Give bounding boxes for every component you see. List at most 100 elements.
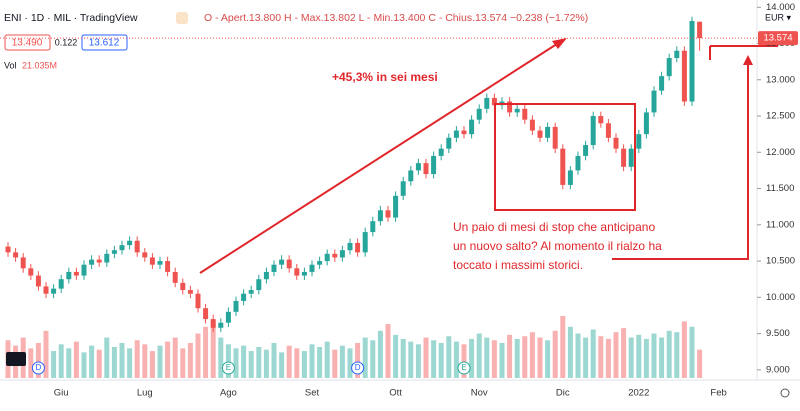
volume-bar	[339, 345, 345, 378]
candle-body	[529, 119, 535, 131]
candle-body	[58, 279, 64, 289]
candle-body	[317, 261, 323, 265]
candle-body	[96, 259, 102, 263]
volume-bar	[35, 342, 41, 378]
candle-body	[567, 170, 573, 185]
settings-icon[interactable]	[780, 388, 790, 398]
volume-bar	[172, 337, 178, 378]
candle-body	[339, 250, 345, 258]
volume-bar	[370, 340, 376, 378]
volume-bar	[256, 347, 262, 378]
volume-bar	[522, 336, 528, 378]
volume-bar	[674, 332, 680, 378]
bid-box	[4, 34, 51, 51]
event-label: E	[461, 363, 466, 372]
volume-bar	[560, 316, 566, 378]
candle-body	[263, 271, 269, 280]
candle-body	[583, 145, 589, 156]
volume-bar	[491, 340, 497, 378]
volume-bar	[453, 341, 459, 378]
volume-layer	[5, 316, 703, 378]
volume-bar	[104, 337, 110, 378]
candle-body	[210, 319, 216, 328]
volume-bar	[621, 328, 627, 378]
volume-bar	[317, 347, 323, 378]
icon	[176, 12, 188, 24]
candle-body	[438, 148, 444, 156]
volume-bar	[377, 330, 383, 378]
volume-bar	[157, 345, 163, 378]
candle-body	[142, 252, 148, 258]
candle-body	[73, 271, 79, 276]
volume-bar	[393, 334, 399, 378]
candle-body	[522, 108, 528, 120]
candle-body	[256, 279, 262, 291]
candle-body	[355, 242, 361, 253]
candle-body	[225, 311, 231, 323]
volume-bar	[180, 348, 186, 378]
volume-bar	[28, 348, 34, 378]
plot-layer	[5, 16, 703, 333]
volume-bar	[218, 337, 224, 378]
candle-body	[332, 253, 338, 258]
volume-bar	[666, 330, 672, 378]
candle-body	[393, 195, 399, 218]
candle-body	[621, 148, 627, 167]
candle-body	[5, 246, 11, 253]
volume-bar	[651, 333, 657, 378]
y-tick-label: 10.500	[766, 256, 795, 267]
candle-body	[408, 170, 414, 182]
candle-body	[651, 90, 657, 113]
candle-body	[431, 155, 437, 175]
volume-bar	[309, 344, 315, 378]
candle-body	[165, 261, 171, 272]
volume-bar	[165, 341, 171, 378]
candle-body	[377, 210, 383, 222]
candle-body	[172, 271, 178, 283]
y-tick-label: 9.000	[766, 364, 790, 375]
candle-body	[643, 112, 649, 135]
volume-bar	[529, 332, 535, 378]
x-tick-label: Nov	[471, 388, 488, 399]
volume-bar	[598, 336, 604, 378]
event-marker	[31, 361, 45, 375]
volume-bar	[81, 352, 87, 378]
volume-bar	[469, 338, 475, 378]
candle-body	[51, 288, 57, 294]
candle-body	[309, 264, 315, 272]
candle-body	[20, 257, 26, 269]
volume-bar	[514, 338, 520, 378]
currency[interactable]: EUR ▾	[765, 12, 792, 22]
volume-bar	[134, 340, 140, 378]
volume-bar	[659, 337, 665, 378]
consolidation-box	[494, 103, 636, 211]
annotation-line: un nuovo salto? Al momento il rialzo ha	[453, 239, 662, 253]
volume-bar	[225, 344, 231, 378]
volume-bar	[233, 348, 239, 378]
event-marker	[221, 361, 235, 375]
volume-bar	[127, 348, 133, 378]
gain-annotation: +45,3% in sei mesi	[332, 70, 438, 84]
volume-bar	[431, 340, 437, 378]
arrow-head	[552, 38, 567, 49]
volume-bar	[111, 347, 117, 378]
y-tick-label: 13.000	[766, 74, 795, 85]
volume-bar	[446, 336, 452, 378]
candle-body	[294, 268, 300, 276]
volume-bar	[385, 324, 391, 378]
volume-bar	[248, 351, 254, 378]
volume-bar	[142, 344, 148, 378]
y-tick-label: 11.000	[766, 219, 794, 230]
volume-bar	[689, 326, 695, 378]
candle-body	[370, 221, 376, 233]
volume-bar	[149, 351, 155, 378]
volume-bar	[119, 342, 125, 378]
candle-body	[187, 290, 193, 294]
volume-bar	[89, 345, 95, 378]
volume-bar	[279, 352, 285, 378]
candle-body	[545, 126, 551, 138]
volume-bar	[408, 341, 414, 378]
candle-body	[233, 300, 239, 312]
arrow-head	[743, 55, 753, 65]
volume-bar	[537, 337, 543, 378]
